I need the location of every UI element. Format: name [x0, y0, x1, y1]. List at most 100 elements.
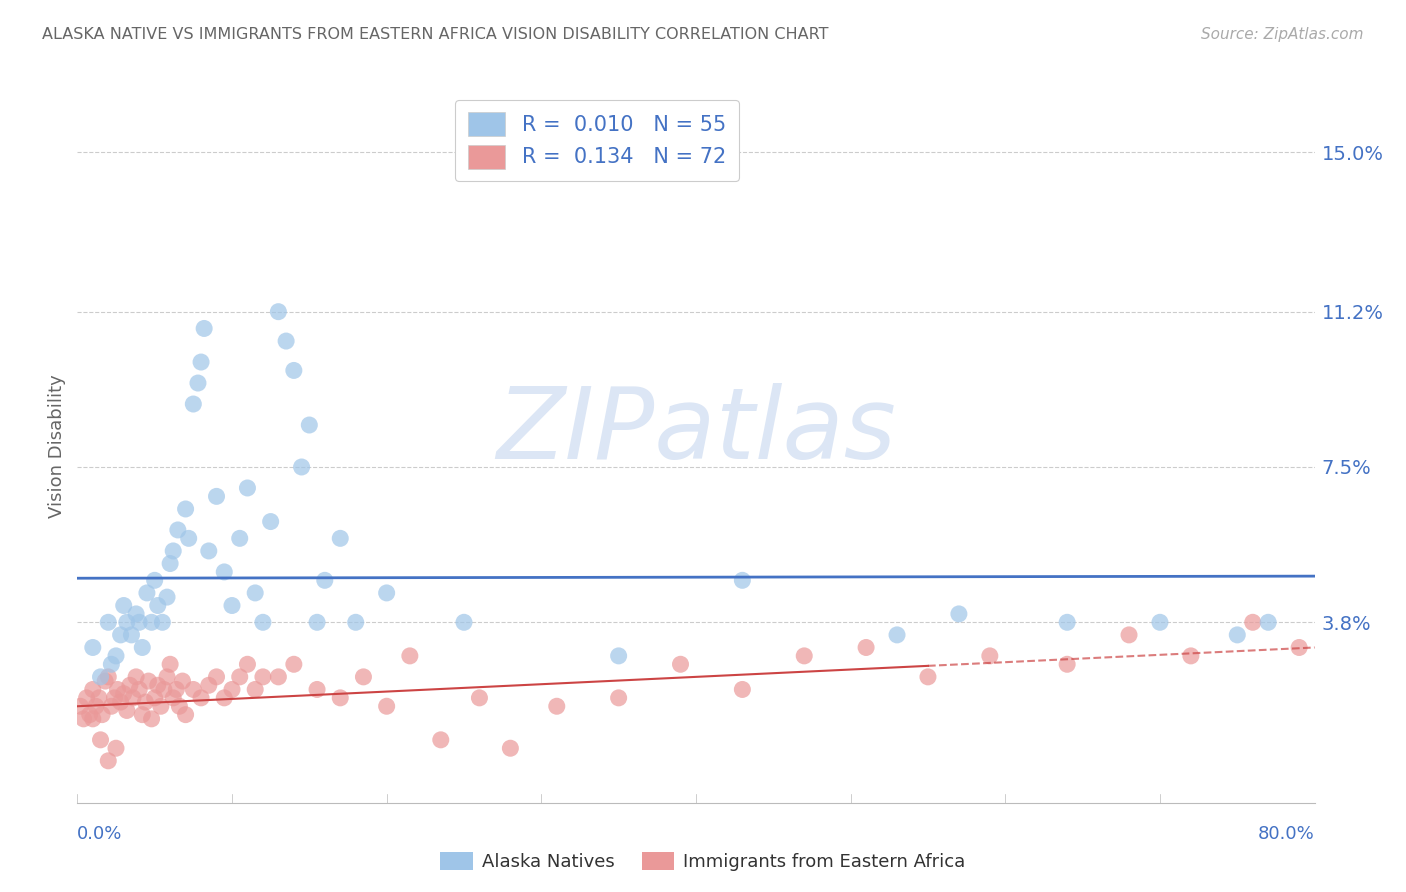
Point: [190, 690, 212, 705]
Point: [177, 532, 200, 546]
Point: [190, 355, 212, 369]
Point: [198, 678, 221, 692]
Point: [128, 682, 150, 697]
Point: [79, 707, 101, 722]
Point: [105, 741, 128, 756]
Point: [205, 670, 228, 684]
Point: [375, 586, 398, 600]
Point: [731, 682, 754, 697]
Point: [252, 670, 274, 684]
Point: [546, 699, 568, 714]
Point: [236, 657, 259, 672]
Point: [430, 732, 453, 747]
Point: [236, 481, 259, 495]
Point: [314, 574, 336, 588]
Y-axis label: Vision Disability: Vision Disability: [48, 374, 66, 518]
Point: [146, 599, 169, 613]
Point: [198, 544, 221, 558]
Point: [948, 607, 970, 621]
Point: [162, 544, 184, 558]
Point: [156, 670, 179, 684]
Point: [100, 699, 122, 714]
Point: [76, 690, 98, 705]
Point: [82, 712, 104, 726]
Point: [193, 321, 215, 335]
Point: [82, 682, 104, 697]
Point: [118, 678, 141, 692]
Point: [149, 699, 172, 714]
Point: [134, 695, 156, 709]
Point: [183, 397, 205, 411]
Point: [1056, 615, 1078, 630]
Point: [214, 690, 236, 705]
Text: ZIPatlas: ZIPatlas: [496, 384, 896, 480]
Point: [793, 648, 815, 663]
Point: [187, 376, 209, 390]
Point: [886, 628, 908, 642]
Point: [252, 615, 274, 630]
Point: [298, 417, 321, 432]
Point: [1257, 615, 1279, 630]
Point: [110, 695, 132, 709]
Point: [146, 678, 169, 692]
Point: [122, 690, 145, 705]
Point: [245, 682, 267, 697]
Point: [205, 489, 228, 503]
Point: [375, 699, 398, 714]
Point: [125, 607, 148, 621]
Text: 80.0%: 80.0%: [1258, 825, 1315, 843]
Point: [283, 363, 305, 377]
Point: [115, 703, 138, 717]
Point: [607, 690, 630, 705]
Point: [1226, 628, 1249, 642]
Point: [90, 732, 112, 747]
Point: [97, 670, 120, 684]
Point: [1056, 657, 1078, 672]
Point: [141, 615, 163, 630]
Point: [1149, 615, 1171, 630]
Point: [221, 599, 243, 613]
Point: [136, 586, 159, 600]
Point: [174, 502, 197, 516]
Point: [125, 670, 148, 684]
Point: [159, 557, 181, 571]
Point: [267, 670, 290, 684]
Point: [499, 741, 522, 756]
Point: [84, 699, 107, 714]
Point: [152, 615, 174, 630]
Point: [105, 648, 128, 663]
Point: [399, 648, 422, 663]
Point: [97, 754, 120, 768]
Point: [307, 615, 329, 630]
Point: [100, 657, 122, 672]
Point: [855, 640, 877, 655]
Point: [291, 460, 314, 475]
Point: [115, 615, 138, 630]
Point: [153, 682, 176, 697]
Point: [329, 532, 352, 546]
Point: [1288, 640, 1310, 655]
Point: [97, 615, 120, 630]
Text: ALASKA NATIVE VS IMMIGRANTS FROM EASTERN AFRICA VISION DISABILITY CORRELATION CH: ALASKA NATIVE VS IMMIGRANTS FROM EASTERN…: [42, 27, 828, 42]
Point: [229, 670, 252, 684]
Point: [1241, 615, 1264, 630]
Point: [131, 640, 153, 655]
Point: [174, 707, 197, 722]
Point: [731, 574, 754, 588]
Legend: R =  0.010   N = 55, R =  0.134   N = 72: R = 0.010 N = 55, R = 0.134 N = 72: [456, 100, 738, 181]
Point: [283, 657, 305, 672]
Point: [307, 682, 329, 697]
Point: [143, 574, 166, 588]
Point: [159, 657, 181, 672]
Point: [245, 586, 267, 600]
Point: [69, 699, 91, 714]
Point: [260, 515, 283, 529]
Point: [110, 628, 132, 642]
Point: [453, 615, 475, 630]
Point: [87, 690, 110, 705]
Point: [169, 699, 191, 714]
Point: [91, 707, 114, 722]
Point: [669, 657, 692, 672]
Point: [138, 674, 160, 689]
Point: [221, 682, 243, 697]
